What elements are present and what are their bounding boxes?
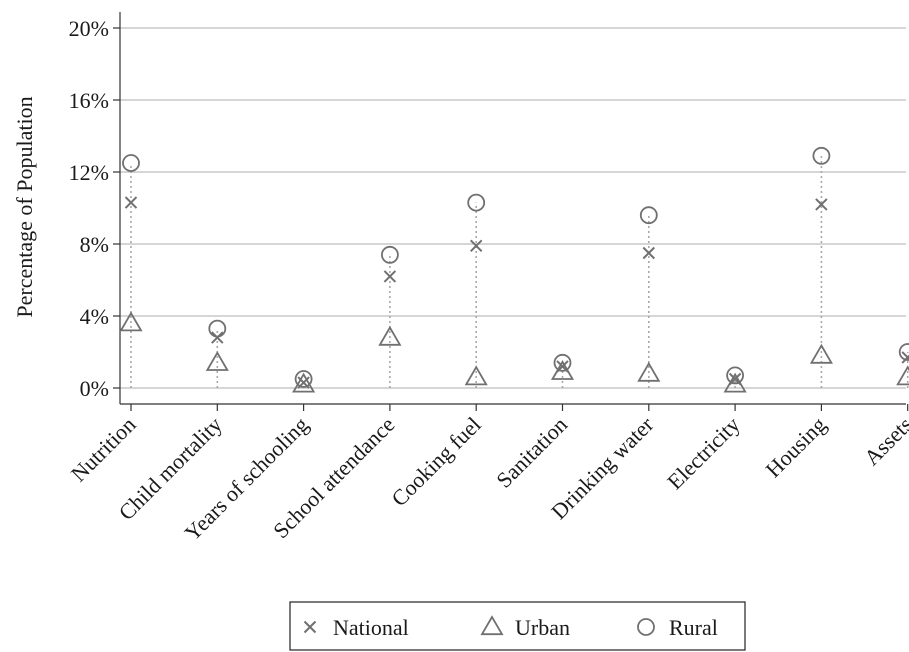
point-urban (464, 365, 488, 386)
point-rural (208, 319, 227, 338)
point-national (469, 239, 483, 253)
y-tick-label: 8% (80, 232, 109, 257)
point-rural (553, 353, 572, 372)
legend-label-urban: Urban (515, 615, 570, 640)
data-points (119, 146, 909, 393)
x-tick-label: Housing (761, 412, 831, 482)
point-urban (119, 311, 143, 332)
point-national-stroke (211, 331, 224, 344)
x-tick-label: Assets (859, 412, 909, 470)
y-tick-label: 16% (69, 88, 109, 113)
x-tick-label: Sanitation (491, 412, 572, 493)
y-axis-label: Percentage of Population (12, 96, 37, 317)
point-national-stroke (642, 246, 656, 260)
point-national-stroke (469, 239, 483, 253)
point-national-stroke (383, 270, 397, 283)
y-axis-ticks: 0% 4% 8% 12% 16% 20% (69, 16, 120, 401)
point-national (124, 196, 138, 209)
point-urban (292, 372, 316, 393)
point-national (211, 331, 224, 344)
legend-label-national: National (333, 615, 409, 640)
point-national-stroke (901, 354, 909, 364)
point-urban (205, 351, 229, 371)
droplines (130, 155, 909, 388)
legend-marker-rural (637, 618, 655, 636)
legend-label-rural: Rural (669, 615, 718, 640)
point-rural (726, 366, 744, 385)
point-rural (122, 154, 140, 172)
point-rural (639, 206, 658, 225)
legend-marker-national-stroke (303, 620, 317, 634)
point-rural (812, 146, 831, 165)
legend-marker-urban (480, 615, 504, 636)
point-rural (898, 343, 909, 361)
y-tick-label: 0% (80, 376, 109, 401)
point-rural (294, 370, 313, 388)
legend-box (289, 601, 746, 651)
point-national (901, 351, 909, 364)
y-tick-label: 12% (69, 160, 109, 185)
y-tick-label: 4% (80, 304, 109, 329)
gridlines (120, 27, 906, 389)
y-tick-label: 20% (69, 16, 109, 41)
point-national-stroke (124, 196, 138, 209)
x-tick-label: Electricity (662, 412, 744, 494)
point-national-stroke (815, 198, 828, 211)
point-urban (809, 343, 833, 364)
legend: National Urban Rural (289, 601, 746, 651)
point-rural (380, 245, 399, 264)
point-national (642, 246, 656, 260)
x-tick-label: Nutrition (66, 412, 141, 487)
point-rural (467, 193, 486, 212)
point-urban (378, 325, 402, 346)
point-urban (896, 365, 909, 386)
axes (119, 12, 906, 405)
x-tick-label: Cooking fuel (386, 412, 485, 511)
legend-marker-national (303, 620, 317, 634)
point-national (383, 270, 397, 283)
point-national (815, 198, 828, 211)
point-urban (637, 361, 661, 382)
